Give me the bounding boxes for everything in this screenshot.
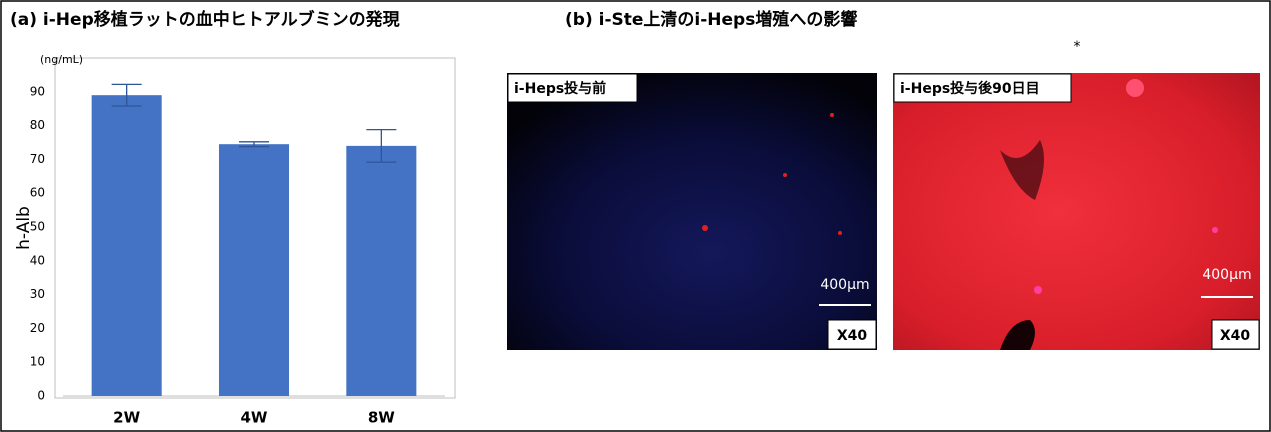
y-tick-label: 40: [30, 253, 45, 267]
micrograph: [507, 73, 877, 350]
speck: [1126, 79, 1144, 97]
micrograph: [893, 73, 1260, 350]
y-tick-label: 10: [30, 355, 45, 369]
y-tick-label: 80: [30, 118, 45, 132]
x-tick-label: 4W: [241, 409, 268, 427]
x-tick-label: 8W: [368, 409, 395, 427]
speck: [702, 225, 708, 231]
speck: [830, 113, 834, 117]
image-label: i-Heps投与前: [514, 80, 606, 97]
y-tick-label: 50: [30, 220, 45, 234]
y-tick-label: 30: [30, 287, 45, 301]
speck: [1034, 286, 1042, 294]
speck: [838, 231, 842, 235]
magnification: X40: [837, 328, 868, 344]
bar: [92, 95, 162, 396]
y-tick-label: 60: [30, 186, 45, 200]
speck: [1212, 227, 1218, 233]
page: (a) i-Hep移植ラットの血中ヒトアルブミンの発現 (ng/mL) h-Al…: [0, 0, 1271, 432]
figure: (a) i-Hep移植ラットの血中ヒトアルブミンの発現 (ng/mL) h-Al…: [0, 0, 1271, 432]
note: *: [1074, 39, 1081, 55]
y-tick-label: 70: [30, 152, 45, 166]
bar: [219, 144, 289, 396]
y-tick-label: 0: [37, 389, 45, 403]
chart-title: (a) i-Hep移植ラットの血中ヒトアルブミンの発現: [10, 9, 400, 30]
y-tick-label: 90: [30, 84, 45, 98]
image-2: i-Heps投与後90日目 400μm X40: [893, 73, 1260, 350]
unit-label: (ng/mL): [40, 53, 83, 66]
scale-label: 400μm: [820, 277, 869, 293]
x-tick-label: 2W: [113, 409, 140, 427]
panel-b-title: (b) i-Ste上清のi-Heps増殖への影響: [565, 9, 857, 30]
speck: [783, 173, 787, 177]
bar: [346, 146, 416, 396]
magnification: X40: [1220, 328, 1251, 344]
image-1: i-Heps投与前 400μm X40: [507, 73, 877, 350]
image-label: i-Heps投与後90日目: [900, 80, 1040, 97]
scale-label: 400μm: [1202, 267, 1251, 283]
y-tick-label: 20: [30, 321, 45, 335]
